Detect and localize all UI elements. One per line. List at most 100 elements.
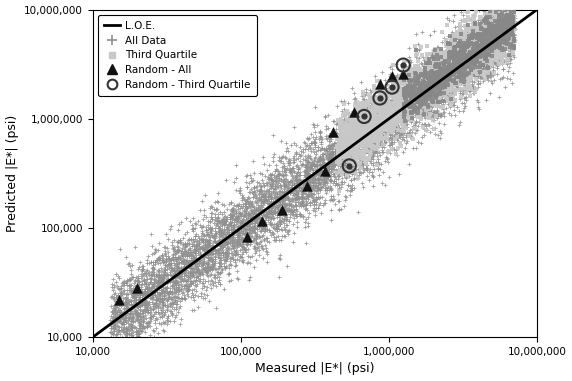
Point	[335, 188, 344, 194]
Point	[355, 120, 364, 126]
Point	[348, 140, 357, 146]
Point	[268, 211, 277, 217]
Point	[503, 19, 512, 25]
Point	[382, 119, 391, 125]
Point	[383, 115, 392, 122]
Point	[340, 171, 349, 178]
Point	[137, 325, 146, 331]
Point	[484, 67, 493, 73]
Point	[481, 30, 490, 36]
Point	[329, 178, 339, 184]
Point	[438, 69, 447, 75]
Point	[441, 67, 450, 73]
Point	[359, 140, 368, 146]
Point	[161, 285, 170, 291]
Point	[277, 226, 286, 232]
Point	[132, 291, 141, 297]
Point	[149, 250, 158, 256]
Point	[425, 103, 434, 109]
Point	[362, 101, 371, 107]
Point	[455, 62, 464, 68]
Point	[160, 292, 169, 298]
Point	[429, 81, 438, 87]
Point	[462, 27, 471, 33]
Point	[503, 26, 512, 32]
Point	[436, 70, 446, 76]
Point	[418, 99, 427, 105]
Point	[122, 314, 131, 320]
Point	[485, 48, 494, 54]
Point	[352, 116, 361, 122]
Point	[476, 62, 486, 68]
Point	[299, 196, 308, 202]
Point	[405, 107, 414, 114]
Point	[264, 209, 273, 215]
Point	[495, 21, 504, 27]
Point	[195, 257, 204, 263]
Point	[510, 18, 519, 24]
Point	[452, 1, 461, 7]
Point	[272, 220, 281, 226]
Point	[486, 43, 495, 49]
Point	[436, 93, 446, 99]
Point	[114, 357, 124, 363]
Point	[206, 277, 215, 283]
Point	[414, 82, 423, 88]
Point	[267, 176, 276, 182]
Point	[191, 274, 200, 280]
Point	[181, 272, 190, 278]
Point	[138, 291, 148, 297]
Point	[412, 52, 421, 58]
Point	[339, 168, 348, 174]
Point	[486, 33, 495, 39]
Point	[500, 18, 509, 24]
Point	[202, 269, 212, 275]
Point	[366, 123, 375, 129]
Point	[307, 163, 316, 170]
Point	[432, 82, 442, 88]
Point	[321, 166, 331, 172]
Point	[263, 194, 272, 200]
Point	[464, 22, 473, 28]
Point	[173, 264, 182, 271]
Point	[409, 87, 418, 93]
Point	[272, 173, 281, 179]
Point	[311, 163, 320, 169]
Point	[378, 87, 387, 93]
Point	[462, 62, 471, 68]
Point	[439, 66, 448, 72]
Point	[145, 309, 154, 315]
Point	[155, 291, 164, 298]
Point	[453, 67, 462, 74]
Point	[416, 102, 425, 108]
Point	[505, 16, 514, 22]
Point	[116, 317, 125, 323]
Point	[288, 209, 297, 215]
Point	[398, 78, 407, 85]
Point	[496, 32, 505, 38]
Point	[334, 147, 343, 153]
Point	[254, 234, 263, 240]
Point	[129, 304, 138, 310]
Point	[427, 88, 436, 94]
Point	[272, 199, 281, 205]
Point	[498, 38, 507, 45]
Point	[422, 99, 431, 105]
Point	[252, 217, 261, 223]
Point	[427, 109, 436, 115]
Point	[336, 168, 345, 174]
Point	[470, 54, 479, 61]
Point	[375, 98, 384, 104]
Point	[411, 91, 420, 97]
Point	[490, 21, 499, 27]
Point	[341, 141, 351, 147]
Point	[417, 92, 426, 98]
Point	[181, 296, 190, 302]
Point	[409, 88, 418, 94]
Point	[276, 192, 285, 198]
Point	[169, 285, 178, 291]
Point	[402, 91, 411, 97]
Point	[458, 60, 467, 66]
Point	[349, 155, 358, 161]
Point	[439, 35, 448, 41]
